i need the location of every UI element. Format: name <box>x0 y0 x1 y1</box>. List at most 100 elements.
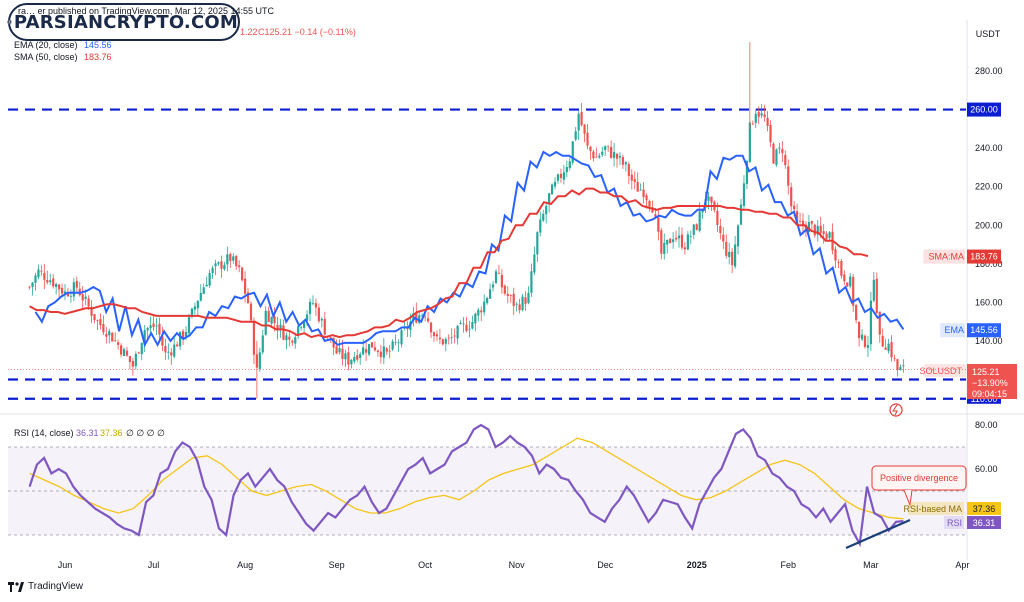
candle-body <box>190 308 194 317</box>
rsi-line <box>28 423 904 548</box>
candle-body <box>881 335 884 347</box>
candle-body <box>122 349 126 356</box>
candle-body <box>745 161 749 184</box>
candle-body <box>571 141 574 163</box>
price-tick-label: 180.00 <box>975 259 1003 269</box>
candle-body <box>902 365 905 367</box>
candle-body <box>677 235 681 239</box>
price-change: C125.21 −0.14 (−0.11%) <box>258 27 356 37</box>
candle-body <box>604 146 607 150</box>
ema-legend-label[interactable]: EMA (20, close) <box>14 40 78 50</box>
candle-body <box>813 224 816 236</box>
candle-body <box>285 335 288 341</box>
candle-body <box>754 113 757 123</box>
candle-body <box>155 325 158 327</box>
candle-body <box>90 306 93 316</box>
candle-body <box>87 298 90 307</box>
annotation-box <box>871 465 967 491</box>
candle-body <box>760 113 763 116</box>
candle-body <box>246 292 250 304</box>
candle-body <box>176 344 179 347</box>
price-tick-label: 140.00 <box>975 336 1003 346</box>
candle-body <box>615 153 619 159</box>
candle-body <box>568 161 571 169</box>
ema-line <box>34 150 905 348</box>
candle-body <box>793 205 796 210</box>
candle-body <box>99 319 102 326</box>
candle-body <box>462 323 465 325</box>
rsi-legend-label[interactable]: RSI (14, close) <box>14 428 74 438</box>
candle-body <box>674 237 678 240</box>
candle-body <box>441 339 444 345</box>
rsi-ma-tag-value: 37.36 <box>973 504 996 514</box>
candle-body <box>400 330 403 345</box>
candle-body <box>81 294 84 301</box>
candle-body <box>432 332 436 337</box>
candle-body <box>798 221 802 222</box>
time-tick-label: Jun <box>58 560 73 570</box>
candle-body <box>102 324 105 333</box>
candle-body <box>654 214 657 217</box>
candle-body <box>105 333 108 337</box>
rsi-legend-extras: ∅ ∅ ∅ ∅ <box>126 428 165 438</box>
candle-body <box>329 337 332 339</box>
candle-body <box>46 279 49 283</box>
candle-body <box>152 323 155 328</box>
candle-body <box>598 155 601 158</box>
candle-body <box>134 353 137 367</box>
candle-body <box>426 318 430 322</box>
candle-body <box>444 339 447 344</box>
sma-legend-value: 183.76 <box>84 52 112 62</box>
candle-body <box>34 275 37 283</box>
candle-body <box>264 310 267 335</box>
candle-body <box>359 354 362 358</box>
candle-body <box>205 284 208 287</box>
candle-body <box>707 196 710 201</box>
candle-body <box>456 325 459 339</box>
candle-body <box>300 327 303 329</box>
candle-body <box>367 344 371 355</box>
candle-body <box>468 328 471 330</box>
candle-body <box>421 315 424 317</box>
candle-body <box>766 117 769 127</box>
candle-body <box>66 292 70 297</box>
time-tick-label: Dec <box>597 560 614 570</box>
candle-body <box>899 366 902 371</box>
tradingview-brand[interactable]: TradingView <box>8 581 83 592</box>
candle-body <box>860 334 864 340</box>
ema-tag-label-box <box>940 323 965 338</box>
candle-body <box>308 301 312 314</box>
candle-body <box>751 123 754 125</box>
candle-body <box>863 335 867 347</box>
candle-body <box>748 122 751 162</box>
candle-body <box>252 320 256 355</box>
candle-body <box>63 291 67 294</box>
tradingview-logo-icon <box>8 581 24 592</box>
candle-body <box>739 204 743 225</box>
candle-body <box>695 224 698 230</box>
candle-body <box>164 346 167 353</box>
candle-body <box>214 263 217 267</box>
candle-body <box>149 325 152 329</box>
time-tick-label: Jul <box>148 560 160 570</box>
candle-body <box>728 251 731 258</box>
candle-body <box>320 318 323 321</box>
candle-body <box>341 348 344 360</box>
sma-legend-label[interactable]: SMA (50, close) <box>14 52 78 62</box>
candle-body <box>323 319 326 335</box>
candle-body <box>161 336 164 346</box>
candle-body <box>131 361 134 367</box>
candle-body <box>562 172 565 180</box>
candle-body <box>37 269 40 278</box>
candle-body <box>621 156 625 165</box>
candle-body <box>317 307 320 322</box>
candle-body <box>365 349 368 353</box>
alert-bolt-icon <box>892 404 898 416</box>
candle-body <box>474 313 477 324</box>
candle-body <box>618 155 622 158</box>
candle-body <box>636 181 639 192</box>
candle-body <box>843 274 846 282</box>
candle-body <box>211 267 214 273</box>
candle-body <box>202 287 205 294</box>
